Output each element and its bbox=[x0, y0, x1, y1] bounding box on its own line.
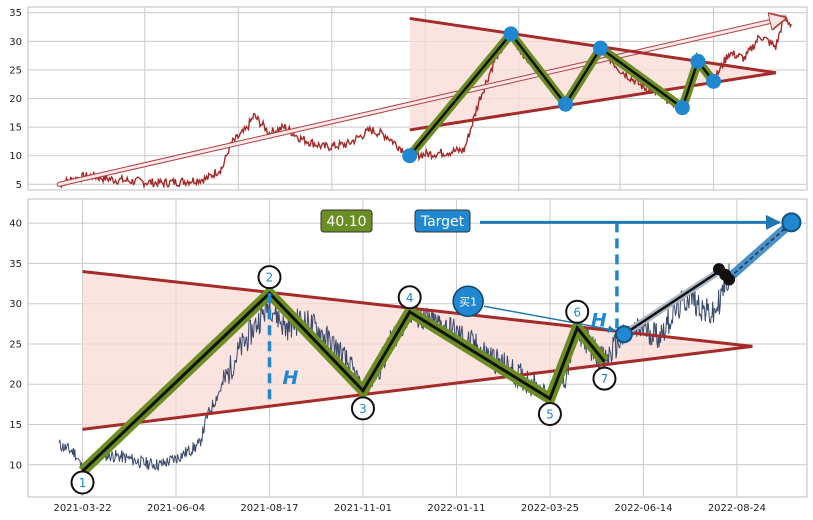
pivot-label-4: 4 bbox=[397, 285, 422, 310]
pivot-label-circle bbox=[397, 285, 422, 310]
detail-y-tick-label: 20 bbox=[9, 380, 22, 391]
overview-trend-arrow-fill bbox=[57, 18, 783, 186]
pivot-label-5: 5 bbox=[537, 402, 562, 427]
detail-plot-frame bbox=[27, 198, 808, 498]
buy-point-marker bbox=[614, 325, 633, 344]
value-label-box: 40.10 bbox=[320, 209, 373, 233]
detail-y-tick-label: 25 bbox=[9, 339, 22, 350]
overview-pivot-point bbox=[674, 100, 690, 116]
pivot-label-text: 7 bbox=[601, 372, 609, 386]
target-label-box: Target bbox=[414, 209, 471, 233]
pivot-label-1: 1 bbox=[70, 470, 95, 495]
overview-pivot-point bbox=[593, 40, 609, 56]
overview-pivots bbox=[402, 26, 722, 164]
overview-y-tick-label: 30 bbox=[9, 37, 22, 48]
detail-x-tick-label: 2021-06-04 bbox=[147, 503, 205, 514]
overview-pivot-point bbox=[706, 73, 722, 89]
overview-y-ticks: 5 10 15 20 25 30 35 bbox=[9, 8, 22, 191]
breakout-dot bbox=[723, 273, 736, 286]
buy-arrow bbox=[483, 305, 616, 333]
detail-x-tick-label: 2021-03-22 bbox=[53, 503, 111, 514]
pivot-labels: 1 2 3 4 5 6 7 bbox=[70, 265, 617, 495]
overview-panel: 5 10 15 20 25 30 35 bbox=[9, 6, 808, 191]
pivot-label-circle bbox=[592, 366, 617, 391]
detail-triangle-lower bbox=[82, 344, 753, 431]
detail-y-tick-label: 30 bbox=[9, 299, 22, 310]
pivot-label-2: 2 bbox=[257, 265, 282, 290]
overview-y-tick-label: 15 bbox=[9, 123, 22, 134]
pattern-height-label: H bbox=[282, 367, 298, 389]
pivot-label-6: 6 bbox=[565, 299, 590, 324]
pivot-label-circle bbox=[565, 299, 590, 324]
breakout-dots bbox=[712, 263, 736, 286]
detail-y-tick-label: 15 bbox=[9, 420, 22, 431]
pivot-label-text: 2 bbox=[266, 271, 274, 285]
pivot-label-text: 3 bbox=[359, 402, 367, 416]
overview-pivot-point bbox=[402, 148, 418, 164]
overview-pivot-point bbox=[690, 53, 706, 69]
detail-x-tick-label: 2022-01-11 bbox=[427, 503, 485, 514]
target-value-label: 40.10 bbox=[326, 214, 366, 230]
detail-y-ticks: 10 15 20 25 30 35 40 bbox=[9, 219, 22, 472]
overview-pivot-point bbox=[503, 26, 519, 42]
pivot-label-text: 5 bbox=[546, 408, 554, 422]
pivot-label-text: 1 bbox=[79, 476, 87, 490]
projection-line bbox=[728, 225, 789, 279]
target-label: Target bbox=[420, 214, 465, 230]
pivot-label-text: 6 bbox=[573, 305, 581, 319]
target-point-marker bbox=[781, 212, 802, 233]
pivot-label-circle bbox=[257, 265, 282, 290]
overview-y-tick-label: 20 bbox=[9, 94, 22, 105]
detail-y-tick-label: 35 bbox=[9, 259, 22, 270]
detail-x-tick-label: 2021-08-17 bbox=[240, 503, 298, 514]
buy-badge bbox=[452, 285, 484, 318]
detail-y-tick-label: 40 bbox=[9, 219, 22, 230]
pivot-label-3: 3 bbox=[350, 396, 375, 421]
pivot-label-text: 4 bbox=[406, 291, 414, 305]
detail-x-tick-label: 2022-03-25 bbox=[521, 503, 579, 514]
breakout-height-label: H bbox=[591, 309, 607, 331]
overview-y-tick-label: 25 bbox=[9, 65, 22, 76]
overview-triangle-upper bbox=[409, 16, 777, 75]
pivot-label-circle bbox=[537, 402, 562, 427]
overview-y-tick-label: 5 bbox=[16, 180, 22, 191]
detail-x-tick-label: 2021-11-01 bbox=[334, 503, 392, 514]
buy-badge-label: 买1 bbox=[459, 295, 477, 308]
overview-pivot-point bbox=[558, 96, 574, 112]
detail-x-ticks: 2021-03-22 2021-06-04 2021-08-17 2021-11-01… bbox=[53, 503, 765, 514]
detail-x-tick-label: 2022-06-14 bbox=[614, 503, 672, 514]
overview-y-tick-label: 35 bbox=[9, 8, 22, 19]
overview-y-tick-label: 10 bbox=[9, 151, 22, 162]
pivot-label-7: 7 bbox=[592, 366, 617, 391]
breakout-line bbox=[623, 268, 722, 336]
detail-zigzag-line bbox=[81, 291, 606, 473]
detail-x-tick-label: 2022-08-24 bbox=[708, 503, 766, 514]
pivot-label-circle bbox=[70, 470, 95, 495]
detail-y-tick-label: 10 bbox=[9, 460, 22, 471]
detail-triangle-upper bbox=[82, 269, 753, 348]
pivot-label-circle bbox=[350, 396, 375, 421]
